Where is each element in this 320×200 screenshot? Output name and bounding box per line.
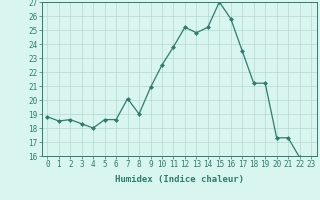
X-axis label: Humidex (Indice chaleur): Humidex (Indice chaleur) [115, 175, 244, 184]
